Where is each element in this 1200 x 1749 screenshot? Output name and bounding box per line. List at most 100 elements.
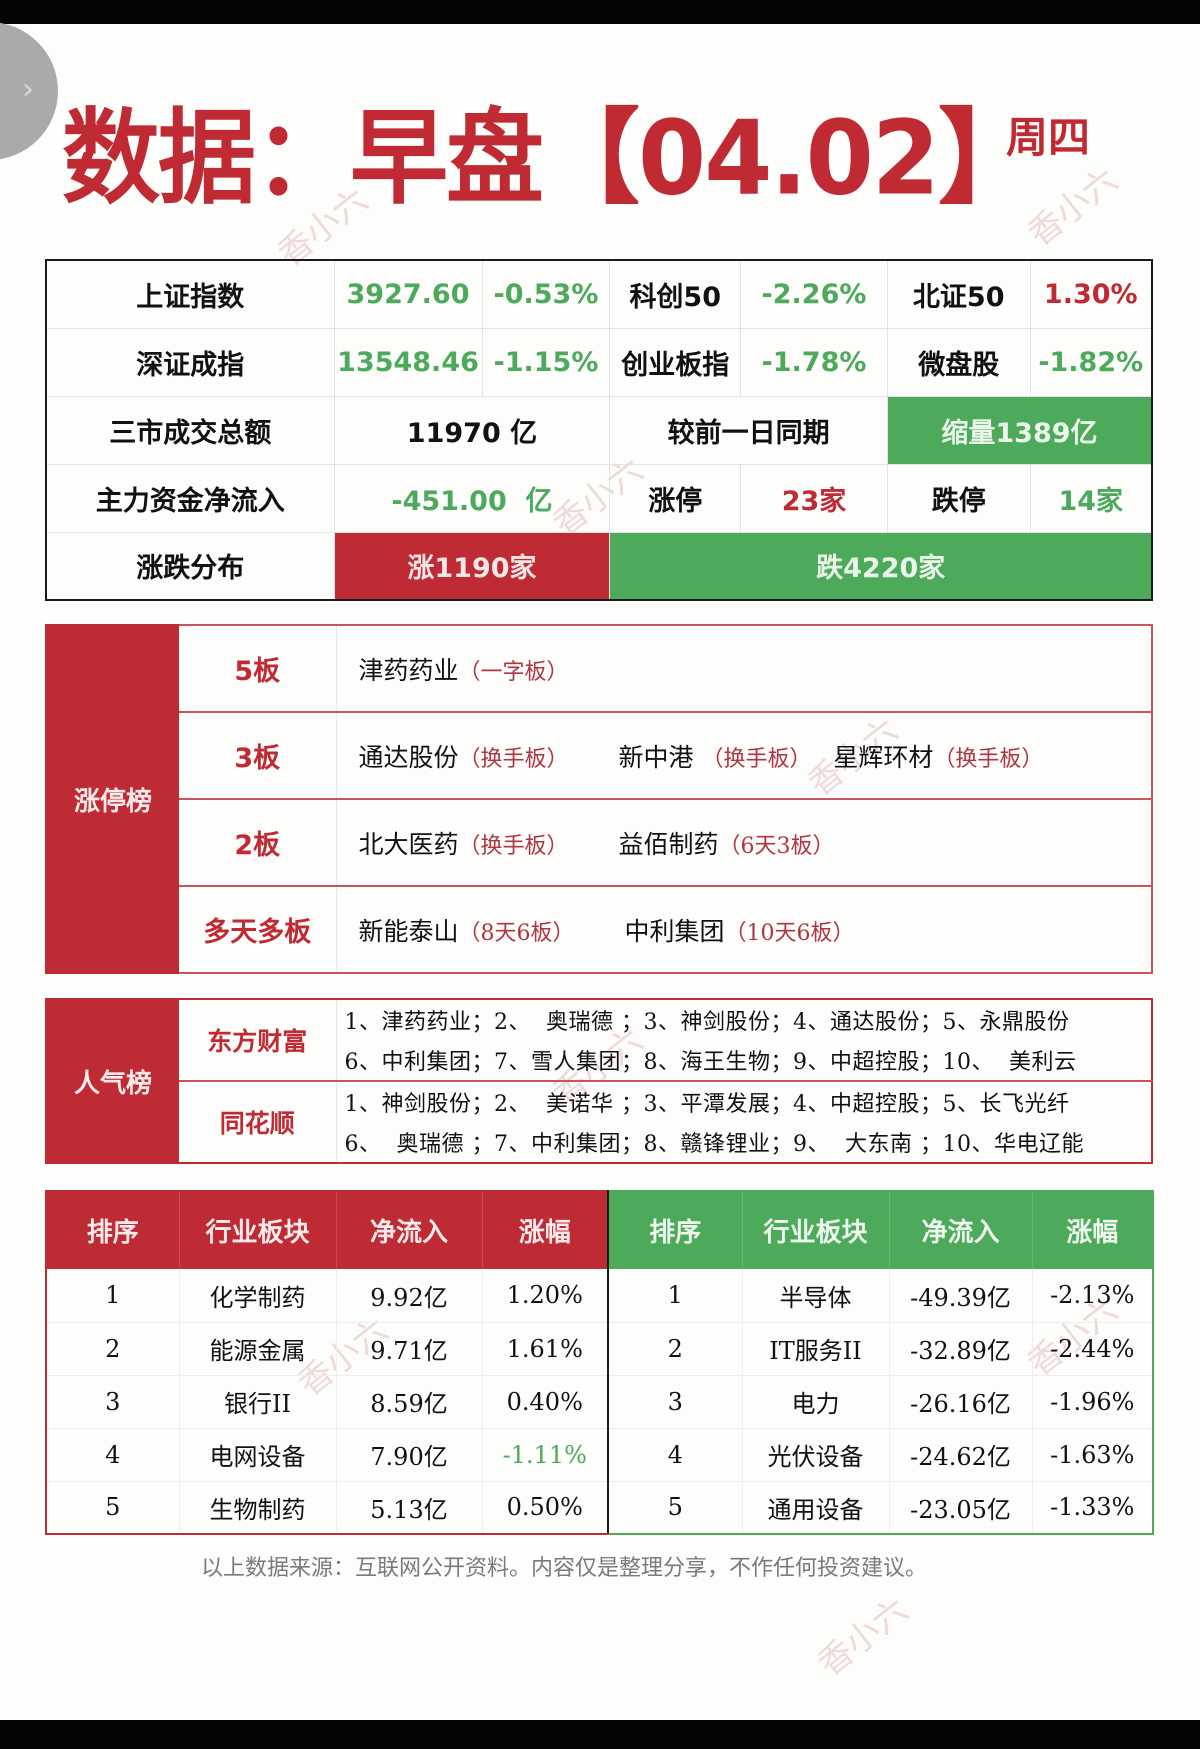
stock-item: 星辉环材（换手板） — [833, 738, 1043, 774]
sh-index-label: 上证指数 — [45, 259, 335, 329]
board-row: 多天多板 新能泰山（8天6板） 中利集团（10天6板） — [46, 885, 1153, 974]
column-header: 排序 — [609, 1191, 743, 1269]
star50-change: -2.26% — [740, 259, 888, 329]
table-row: 5 通用设备 -23.05亿 -1.33% — [609, 1481, 1154, 1535]
distribution-label: 涨跌分布 — [45, 531, 335, 601]
board-level: 多天多板 — [179, 885, 337, 974]
weekday-label: 周四 — [1006, 113, 1091, 162]
net-flow: -32.89亿 — [889, 1322, 1033, 1376]
summary-row: 涨跌分布 涨1190家 跌4220家 — [45, 531, 1153, 601]
table-header: 排序 行业板块 净流入 涨幅 — [609, 1191, 1154, 1269]
compare-value: 缩量1389亿 — [886, 395, 1153, 465]
stock-name: 津药药业 — [358, 655, 459, 685]
net-flow: -26.16亿 — [889, 1375, 1033, 1429]
decliners-count: 跌4220家 — [609, 531, 1153, 601]
sector-name: 半导体 — [742, 1269, 890, 1323]
board-stocks: 北大医药（换手板） 益佰制药（6天3板） — [336, 798, 1153, 887]
rank: 3 — [609, 1375, 743, 1429]
chinext-label: 创业板指 — [609, 327, 742, 397]
table-row: 4 光伏设备 -24.62亿 -1.63% — [609, 1428, 1154, 1482]
watermark: 香小六 — [810, 1590, 916, 1685]
table-row: 1 半导体 -49.39亿 -2.13% — [609, 1269, 1154, 1323]
stock-name: 中利集团 — [624, 916, 725, 946]
change-pct: -2.44% — [1032, 1322, 1154, 1376]
sector-name: IT服务II — [742, 1322, 890, 1376]
table-row: 3 银行II 8.59亿 0.40% — [46, 1375, 609, 1429]
board-level: 2板 — [179, 798, 337, 887]
chinext-change: -1.78% — [740, 327, 888, 397]
source-tonghuashun: 同花顺 — [179, 1080, 337, 1163]
board-row: 3板 通达股份（换手板） 新中港 （换手板） 星辉环材（换手板） — [46, 711, 1153, 800]
change-pct: -2.13% — [1032, 1269, 1154, 1323]
stock-tag: （换手板） — [701, 746, 812, 772]
popularity-row: 6、 奥瑞德 ；7、中利集团；8、赣锋锂业；9、 大东南 ；10、华电辽能 — [46, 1122, 1152, 1163]
table-row: 4 电网设备 7.90亿 -1.11% — [46, 1428, 609, 1482]
rank: 1 — [609, 1269, 743, 1323]
change-pct: 0.40% — [482, 1375, 609, 1429]
board-level: 5板 — [179, 624, 337, 713]
sector-name: 化学制药 — [179, 1269, 337, 1323]
sector-name: 通用设备 — [742, 1481, 890, 1535]
net-flow: -49.39亿 — [889, 1269, 1033, 1323]
change-pct: 1.20% — [482, 1269, 609, 1323]
disclaimer-footnote: 以上数据来源：互联网公开资料。内容仅是整理分享，不作任何投资建议。 — [201, 1556, 928, 1581]
sz-index-value: 13548.46 — [333, 327, 483, 397]
star50-label: 科创50 — [609, 259, 742, 329]
net-flow: 5.13亿 — [336, 1481, 483, 1535]
column-header: 行业板块 — [179, 1191, 337, 1269]
status-bar — [0, 0, 1200, 24]
rank: 5 — [46, 1481, 180, 1535]
stock-item: 津药药业（一字板） — [359, 651, 569, 687]
main-flow-value: -451.00 亿 — [333, 463, 611, 533]
column-header: 涨幅 — [482, 1191, 609, 1269]
sector-name: 电力 — [742, 1375, 890, 1429]
column-header: 净流入 — [889, 1191, 1033, 1269]
stock-tag: （一字板） — [458, 659, 569, 685]
market-summary-table: 上证指数 3927.60 -0.53% 科创50 -2.26% 北证50 1.3… — [45, 259, 1153, 601]
change-pct: -1.11% — [482, 1428, 609, 1482]
table-row: 2 能源金属 9.71亿 1.61% — [46, 1322, 609, 1376]
back-button[interactable]: › — [0, 22, 58, 160]
limit-down-label: 跌停 — [886, 463, 1031, 533]
column-header: 排序 — [46, 1191, 180, 1269]
sector-name: 能源金属 — [179, 1322, 337, 1376]
summary-row: 三市成交总额 11970 亿 较前一日同期 缩量1389亿 — [45, 395, 1153, 465]
limit-up-board: 涨停榜 5板 津药药业（一字板） 3板 通达股份（换手板） 新中港 （换手板） … — [45, 624, 1153, 974]
sector-outflow-table: 排序 行业板块 净流入 涨幅 1 半导体 -49.39亿 -2.13% 2 IT… — [609, 1190, 1154, 1535]
bse50-change: 1.30% — [1029, 259, 1153, 329]
stock-name: 通达股份 — [358, 742, 459, 772]
board-row: 2板 北大医药（换手板） 益佰制药（6天3板） — [46, 798, 1153, 887]
limit-up-value: 23家 — [740, 463, 888, 533]
turnover-value: 11970 亿 — [333, 395, 611, 465]
sz-index-change: -1.15% — [481, 327, 611, 397]
sh-index-value: 3927.60 — [333, 259, 483, 329]
stock-item: 新中港 （换手板） — [618, 738, 811, 774]
board-stocks: 新能泰山（8天6板） 中利集团（10天6板） — [336, 885, 1153, 974]
change-pct: -1.33% — [1032, 1481, 1154, 1535]
board-stocks: 通达股份（换手板） 新中港 （换手板） 星辉环材（换手板） — [336, 711, 1153, 800]
stock-name: 益佰制药 — [618, 829, 719, 859]
net-flow: -24.62亿 — [889, 1428, 1033, 1482]
stock-tag: （换手板） — [458, 746, 569, 772]
stock-tag: （换手板） — [458, 833, 569, 859]
ranking-line: 1、神剑股份；2、 美诺华 ；3、平潭发展；4、中超控股；5、长飞光纤 — [336, 1080, 1152, 1122]
board-row: 涨停榜 5板 津药药业（一字板） — [46, 624, 1153, 973]
stock-item: 益佰制药（6天3板） — [618, 825, 834, 861]
limit-up-board-title: 涨停榜 — [46, 625, 179, 973]
table-header: 排序 行业板块 净流入 涨幅 — [46, 1191, 609, 1269]
stock-tag: （6天3板） — [718, 833, 835, 859]
summary-row: 主力资金净流入 -451.00 亿 涨停 23家 跌停 14家 — [45, 463, 1153, 533]
navigation-bar — [0, 1720, 1200, 1749]
net-flow: -23.05亿 — [889, 1481, 1033, 1535]
microcap-label: 微盘股 — [886, 327, 1031, 397]
stock-item: 北大医药（换手板） — [359, 825, 569, 861]
sector-name: 电网设备 — [179, 1428, 337, 1482]
column-header: 行业板块 — [742, 1191, 890, 1269]
ranking-line: 6、中利集团；7、雪人集团；8、海王生物；9、中超控股；10、 美利云 — [344, 1050, 1077, 1075]
title-text: 数据：早盘【04.02】 — [62, 99, 1036, 219]
stock-tag: （换手板） — [933, 746, 1044, 772]
ranking-line: 1、津药药业；2、 奥瑞德 ；3、神剑股份；4、通达股份；5、永鼎股份 — [344, 1010, 1070, 1035]
rank: 2 — [609, 1322, 743, 1376]
stock-name: 北大医药 — [358, 829, 459, 859]
compare-label: 较前一日同期 — [609, 395, 888, 465]
